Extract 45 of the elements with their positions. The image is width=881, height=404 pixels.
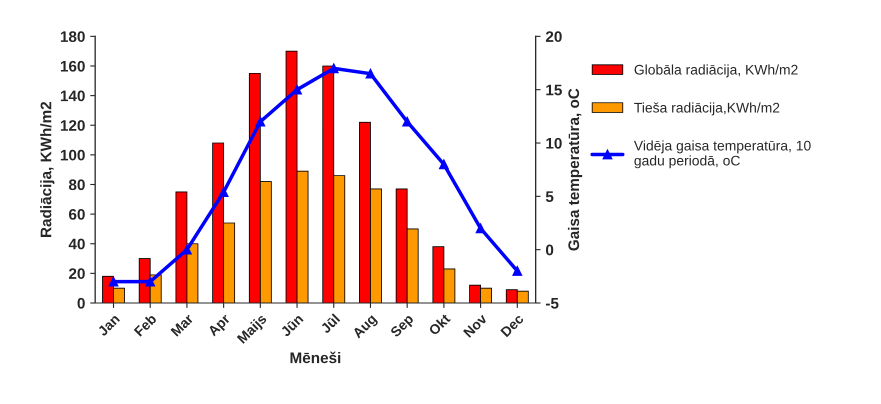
y2-tick-label: 15 <box>546 84 562 96</box>
point <box>108 276 118 287</box>
y-tick-label: 60 <box>68 208 85 220</box>
point <box>512 266 522 276</box>
x-tick-label: Aug <box>352 314 379 341</box>
legend-label: Vidēja gaisa temperatūra, 10 gadu periodā, oC <box>634 140 811 168</box>
x-tick-label: Mar <box>170 313 194 337</box>
x-axis-title: Mēneši <box>290 352 340 364</box>
y-tick-label: 140 <box>60 90 85 102</box>
y2-tick-label: 5 <box>546 191 554 202</box>
x-tick-label: Sep <box>390 313 416 340</box>
x-tick-label: Okt <box>428 312 451 336</box>
y-tick-label: 20 <box>68 268 85 280</box>
y-tick-label: 0 <box>78 298 85 309</box>
y-tick-label: 120 <box>60 120 85 131</box>
y2-tick-label: 10 <box>546 138 562 149</box>
y2-axis-title: Gaisa temperatūra, oC <box>568 88 582 251</box>
point <box>439 159 449 170</box>
point <box>476 223 486 234</box>
y-axis-title: Radiācija, KWh/m2 <box>40 102 54 237</box>
x-tick-label: Jūn <box>280 314 304 338</box>
point <box>402 116 412 127</box>
y2-tick-label: -5 <box>546 298 559 309</box>
y-tick-label: 40 <box>68 238 85 250</box>
x-tick-label: Nov <box>463 313 488 338</box>
x-tick-label: Jan <box>97 314 120 337</box>
y2-tick-label: 0 <box>546 244 554 256</box>
legend-label: Globāla radiācija, KWh/m2 <box>634 64 798 78</box>
y-tick-label: 100 <box>60 150 85 161</box>
legend-label: Tieša radiācija,KWh/m2 <box>634 102 780 116</box>
x-tick-label: Apr <box>207 313 233 339</box>
point <box>328 63 339 74</box>
x-tick-label: Jūl <box>320 313 340 334</box>
point <box>218 187 228 197</box>
point <box>366 68 376 79</box>
x-tick-label: Dec <box>500 313 524 338</box>
y-tick-label: 80 <box>68 179 85 190</box>
y-tick-label: 160 <box>60 60 85 72</box>
point <box>255 116 266 127</box>
point <box>182 244 192 255</box>
point <box>145 276 156 287</box>
point <box>292 84 302 95</box>
y2-tick-label: 20 <box>546 31 562 42</box>
x-tick-label: Feb <box>133 313 158 337</box>
y-tick-label: 180 <box>60 31 85 42</box>
